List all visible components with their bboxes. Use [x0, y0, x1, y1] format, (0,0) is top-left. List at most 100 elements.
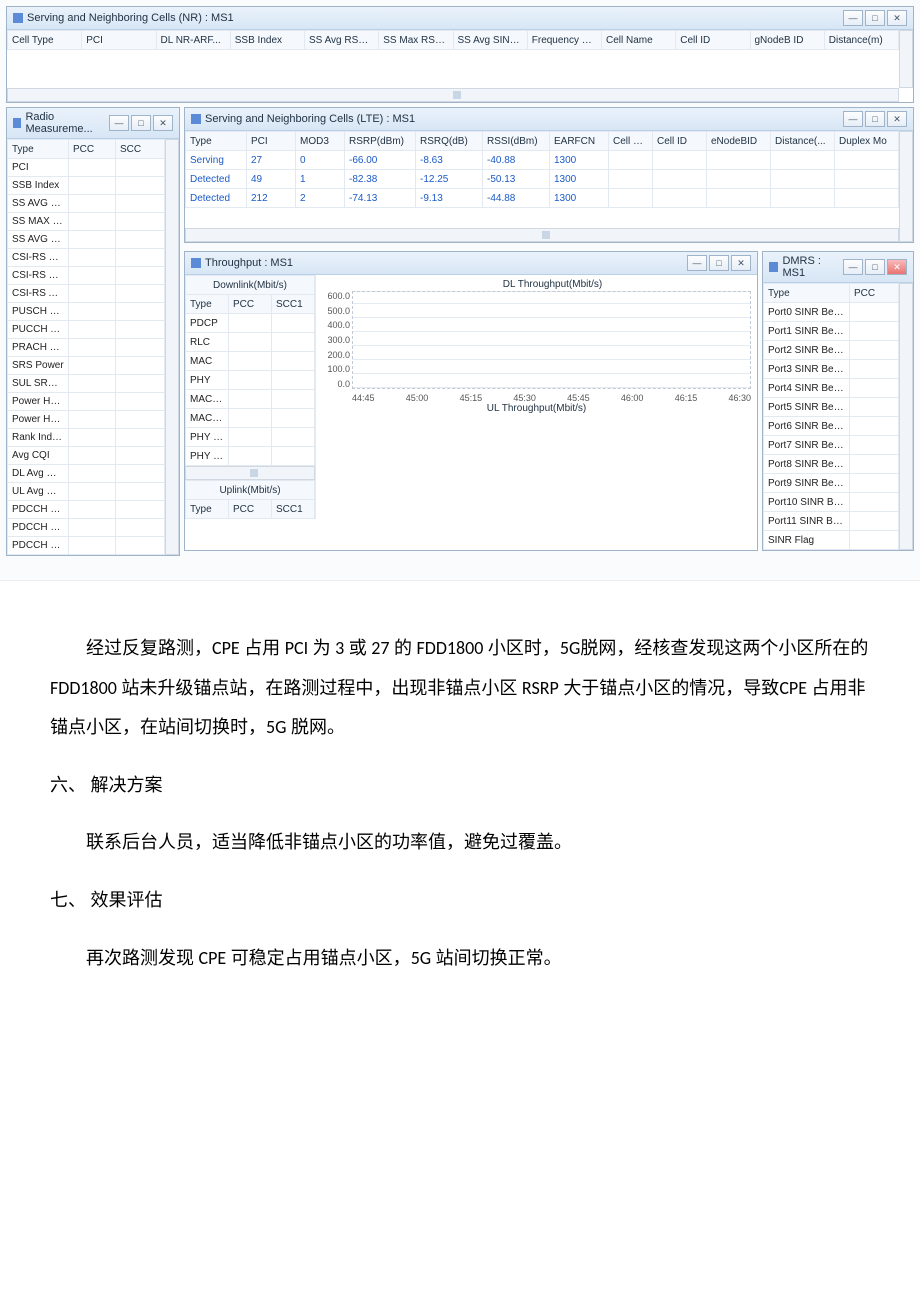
window-icon	[769, 262, 778, 272]
dmrs-row: Port1 SINR Bef(dB)	[764, 322, 850, 341]
throughput-dl-table[interactable]: Downlink(Mbit/s) Type PCC SCC1 PDCP RLC …	[185, 275, 315, 466]
col-ss-avg-rsrp[interactable]: SS Avg RSRP(dB...	[305, 31, 379, 50]
dmrs-row: Port10 SINR Bef(dB)	[764, 493, 850, 512]
v-scrollbar[interactable]	[899, 30, 913, 88]
col-distance[interactable]: Distance(...	[771, 132, 835, 151]
window-icon	[13, 13, 23, 23]
col-type[interactable]: Type	[186, 132, 247, 151]
radio-measurements-table[interactable]: Type PCC SCC PCI SSB Index SS AVG RSRP S…	[7, 139, 165, 555]
col-type[interactable]: Type	[764, 284, 850, 303]
close-button[interactable]: ✕	[887, 111, 907, 127]
dmrs-titlebar[interactable]: DMRS : MS1 — □ ✕	[763, 252, 913, 283]
close-button[interactable]: ✕	[153, 115, 173, 131]
thru-row: PHY CW0	[186, 428, 229, 447]
minimize-button[interactable]: —	[843, 10, 863, 26]
dl-throughput-chart: DL Throughput(Mbit/s) 600.0 500.0 400.0 …	[316, 275, 757, 403]
col-pcc[interactable]: PCC	[69, 140, 116, 159]
nr-cells-titlebar[interactable]: Serving and Neighboring Cells (NR) : MS1…	[7, 7, 913, 30]
radio-measurements-titlebar[interactable]: Radio Measureme... — □ ✕	[7, 108, 179, 139]
y-tick: 200.0	[316, 350, 350, 360]
rm-row: PRACH Tx Power(dBm)	[8, 339, 69, 357]
h-scrollbar[interactable]	[7, 88, 899, 102]
table-row[interactable]: Detected 212 2 -74.13 -9.13 -44.88 1300	[186, 189, 899, 208]
col-pci[interactable]: PCI	[82, 31, 156, 50]
col-cellid[interactable]: Cell ID	[653, 132, 707, 151]
col-rssi[interactable]: RSSI(dBm)	[483, 132, 550, 151]
col-cell-name[interactable]: Cell Name	[602, 31, 676, 50]
minimize-button[interactable]: —	[687, 255, 707, 271]
col-scc1[interactable]: SCC1	[272, 500, 315, 519]
y-tick: 400.0	[316, 320, 350, 330]
maximize-button[interactable]: □	[131, 115, 151, 131]
ul-header: Uplink(Mbit/s)	[186, 481, 315, 500]
col-gnodeb-id[interactable]: gNodeB ID	[750, 31, 824, 50]
close-button[interactable]: ✕	[887, 259, 907, 275]
x-tick: 46:30	[728, 393, 751, 403]
col-pcc[interactable]: PCC	[850, 284, 899, 303]
window-icon	[191, 114, 201, 124]
h-scrollbar[interactable]	[185, 466, 315, 480]
col-scc1[interactable]: SCC1	[272, 295, 315, 314]
col-ssb-index[interactable]: SSB Index	[230, 31, 304, 50]
minimize-button[interactable]: —	[109, 115, 129, 131]
nr-cells-title: Serving and Neighboring Cells (NR) : MS1	[27, 12, 234, 24]
col-rsrp[interactable]: RSRP(dBm)	[345, 132, 416, 151]
col-cell-id[interactable]: Cell ID	[676, 31, 750, 50]
v-scrollbar[interactable]	[899, 131, 913, 242]
col-type[interactable]: Type	[186, 500, 229, 519]
maximize-button[interactable]: □	[865, 111, 885, 127]
throughput-ul-table[interactable]: Uplink(Mbit/s) Type PCC SCC1	[185, 480, 315, 519]
lte-cells-table[interactable]: Type PCI MOD3 RSRP(dBm) RSRQ(dB) RSSI(dB…	[185, 131, 899, 228]
ul-throughput-chart: UL Throughput(Mbit/s)	[316, 403, 757, 433]
col-distance[interactable]: Distance(m)	[824, 31, 898, 50]
x-tick: 45:45	[567, 393, 590, 403]
col-type[interactable]: Type	[8, 140, 69, 159]
col-earfcn[interactable]: EARFCN	[550, 132, 609, 151]
maximize-button[interactable]: □	[709, 255, 729, 271]
close-button[interactable]: ✕	[887, 10, 907, 26]
rm-row: DL Avg MCS Total	[8, 465, 69, 483]
col-pcc[interactable]: PCC	[229, 500, 272, 519]
col-freq-offset[interactable]: Frequency Offset(...	[527, 31, 601, 50]
thru-row: PDCP	[186, 314, 229, 333]
col-ss-avg-sinr[interactable]: SS Avg SINR(d...	[453, 31, 527, 50]
col-dl-nr-arfcn[interactable]: DL NR-ARF...	[156, 31, 230, 50]
rm-row: UL Avg MCS Total	[8, 483, 69, 501]
throughput-titlebar[interactable]: Throughput : MS1 — □ ✕	[185, 252, 757, 275]
lte-cells-titlebar[interactable]: Serving and Neighboring Cells (LTE) : MS…	[185, 108, 913, 131]
col-ss-max-rsrp[interactable]: SS Max RSRP(dB...	[379, 31, 453, 50]
nr-cells-window: Serving and Neighboring Cells (NR) : MS1…	[6, 6, 914, 103]
dmrs-row: Port9 SINR Bef(dB)	[764, 474, 850, 493]
col-enodebid[interactable]: eNodeBID	[707, 132, 771, 151]
minimize-button[interactable]: —	[843, 111, 863, 127]
col-cell-type[interactable]: Cell Type	[8, 31, 82, 50]
dmrs-table[interactable]: Type PCC Port0 SINR Bef(dB) Port1 SINR B…	[763, 283, 899, 550]
maximize-button[interactable]: □	[865, 259, 885, 275]
nr-cells-table[interactable]: Cell Type PCI DL NR-ARF... SSB Index SS …	[7, 30, 899, 88]
v-scrollbar[interactable]	[165, 139, 179, 555]
v-scrollbar[interactable]	[899, 283, 913, 550]
y-tick: 0.0	[316, 379, 350, 389]
h-scrollbar[interactable]	[185, 228, 899, 242]
radio-measurements-window: Radio Measureme... — □ ✕ Type PCC SCC	[6, 107, 180, 556]
x-tick: 45:15	[460, 393, 483, 403]
col-mod3[interactable]: MOD3	[296, 132, 345, 151]
x-tick: 44:45	[352, 393, 375, 403]
col-scc[interactable]: SCC	[116, 140, 165, 159]
throughput-window: Throughput : MS1 — □ ✕ Downlink(Mbit/s)	[184, 251, 758, 551]
col-rsrq[interactable]: RSRQ(dB)	[416, 132, 483, 151]
col-cellname[interactable]: Cell Name	[609, 132, 653, 151]
col-pci[interactable]: PCI	[247, 132, 296, 151]
col-type[interactable]: Type	[186, 295, 229, 314]
table-row[interactable]: Serving 27 0 -66.00 -8.63 -40.88 1300	[186, 151, 899, 170]
col-duplex[interactable]: Duplex Mo	[835, 132, 899, 151]
dmrs-row: Port3 SINR Bef(dB)	[764, 360, 850, 379]
window-icon	[191, 258, 201, 268]
close-button[interactable]: ✕	[731, 255, 751, 271]
thru-row: RLC	[186, 333, 229, 352]
maximize-button[interactable]: □	[865, 10, 885, 26]
minimize-button[interactable]: —	[843, 259, 863, 275]
dl-chart-title: DL Throughput(Mbit/s)	[352, 279, 753, 290]
col-pcc[interactable]: PCC	[229, 295, 272, 314]
table-row[interactable]: Detected 49 1 -82.38 -12.25 -50.13 1300	[186, 170, 899, 189]
